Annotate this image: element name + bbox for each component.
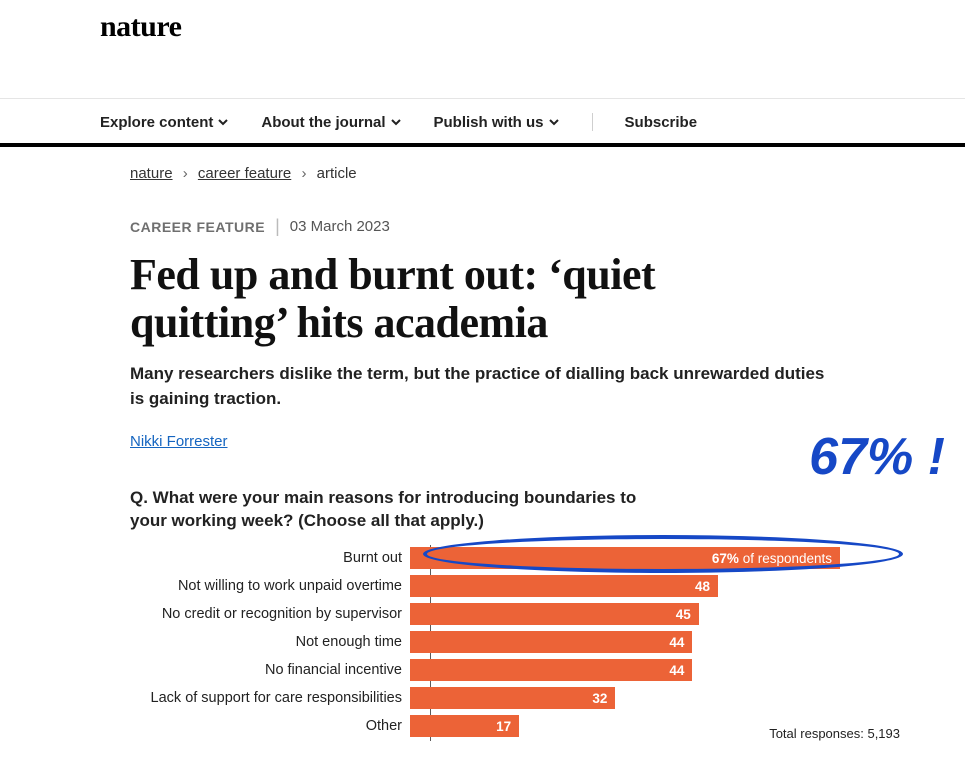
bar-value: 44 [669, 663, 684, 678]
bar-label: No credit or recognition by supervisor [130, 606, 410, 622]
bar-row: Other 17 [130, 713, 840, 739]
bar-track: 48 [410, 575, 840, 597]
bar-value: 17 [496, 719, 511, 734]
breadcrumb-sep: › [301, 165, 306, 182]
bar-value: 44 [669, 635, 684, 650]
bar-value: 32 [592, 691, 607, 706]
bar-fill: 67% of respondents [410, 547, 840, 569]
bar-fill: 48 [410, 575, 718, 597]
bar-fill: 44 [410, 631, 692, 653]
bar-label: Not willing to work unpaid overtime [130, 578, 410, 594]
breadcrumb: nature › career feature › article [130, 165, 840, 182]
chart-question: Q. What were your main reasons for intro… [130, 487, 670, 533]
nav-publish-with-us[interactable]: Publish with us [434, 114, 560, 131]
breadcrumb-link-nature[interactable]: nature [130, 165, 173, 182]
bar-track: 32 [410, 687, 840, 709]
bar-track: 45 [410, 603, 840, 625]
chevron-down-icon [217, 116, 229, 128]
bar-track: 44 [410, 631, 840, 653]
bar-row: Not enough time 44 [130, 629, 840, 655]
article-headline: Fed up and burnt out: ‘quiet quitting’ h… [130, 251, 770, 346]
breadcrumb-link-career-feature[interactable]: career feature [198, 165, 291, 182]
bar-row: No financial incentive 44 [130, 657, 840, 683]
bar-value: 48 [695, 579, 710, 594]
bar-fill: 32 [410, 687, 615, 709]
breadcrumb-sep: › [183, 165, 188, 182]
bar-track: 67% of respondents [410, 547, 840, 569]
bar-label: Burnt out [130, 550, 410, 566]
bar-row: No credit or recognition by supervisor 45 [130, 601, 840, 627]
article-byline[interactable]: Nikki Forrester [130, 433, 228, 450]
nav-label: Publish with us [434, 114, 544, 131]
bar-value: 67% of respondents [712, 551, 832, 566]
nav-label: About the journal [261, 114, 385, 131]
chart-footer: Total responses: 5,193 [769, 726, 900, 741]
main-nav: Explore content About the journal Publis… [0, 99, 965, 143]
annotation-text: 67% ! [809, 427, 945, 487]
breadcrumb-current: article [317, 165, 357, 182]
chart: Q. What were your main reasons for intro… [130, 487, 840, 739]
bar-label: Lack of support for care responsibilitie… [130, 690, 410, 706]
bar-value: 45 [676, 607, 691, 622]
bar-track: 44 [410, 659, 840, 681]
nav-divider [592, 113, 593, 131]
nav-subscribe[interactable]: Subscribe [625, 114, 698, 131]
nav-explore-content[interactable]: Explore content [100, 114, 229, 131]
bar-fill: 17 [410, 715, 519, 737]
bar-row: Burnt out 67% of respondents [130, 545, 840, 571]
nav-label: Subscribe [625, 114, 698, 131]
bar-label: Not enough time [130, 634, 410, 650]
chevron-down-icon [548, 116, 560, 128]
kicker-sep: | [275, 216, 280, 237]
chevron-down-icon [390, 116, 402, 128]
bar-label: Other [130, 718, 410, 734]
nav-label: Explore content [100, 114, 213, 131]
bar-row: Not willing to work unpaid overtime 48 [130, 573, 840, 599]
bar-fill: 45 [410, 603, 699, 625]
chart-bars: Burnt out 67% of respondents Not willing t… [130, 545, 840, 739]
article-date: 03 March 2023 [290, 218, 390, 235]
bar-row: Lack of support for care responsibilitie… [130, 685, 840, 711]
article-dek: Many researchers dislike the term, but t… [130, 362, 830, 411]
article-kicker: CAREER FEATURE [130, 219, 265, 235]
site-logo[interactable]: nature [100, 10, 181, 43]
bar-label: No financial incentive [130, 662, 410, 678]
bar-fill: 44 [410, 659, 692, 681]
nav-about-journal[interactable]: About the journal [261, 114, 401, 131]
